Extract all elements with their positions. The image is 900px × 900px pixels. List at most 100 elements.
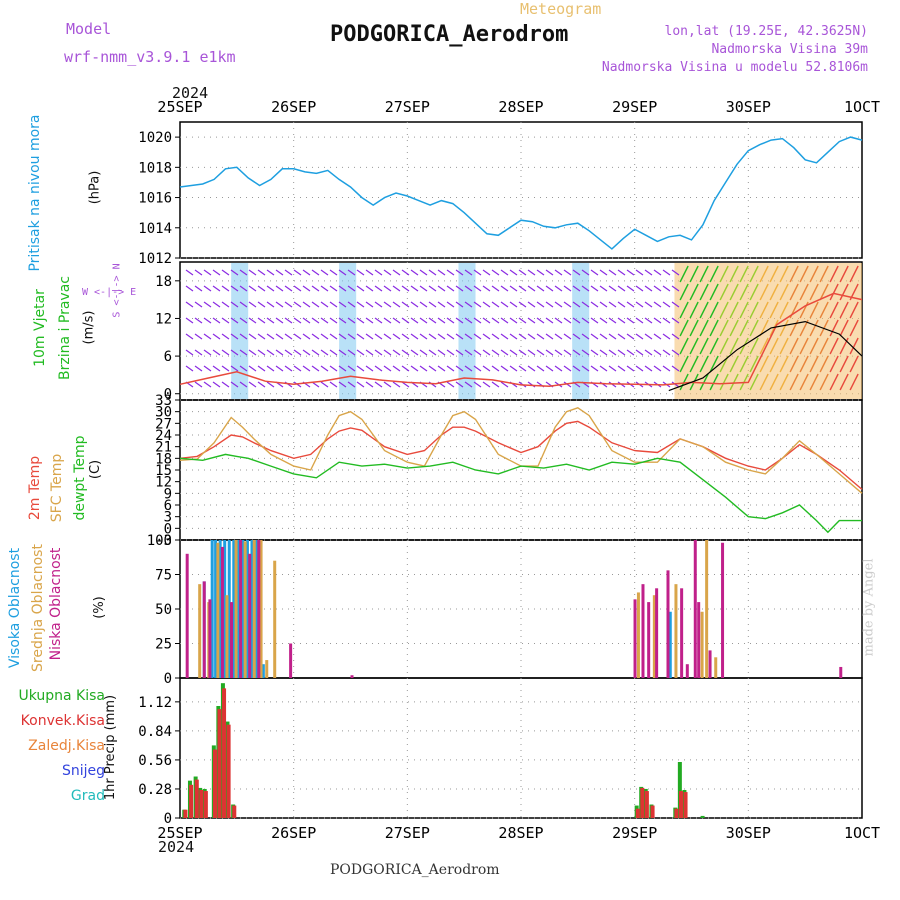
wind-arrow bbox=[626, 285, 635, 292]
wind-ylabel-sub: Brzina i Pravac bbox=[57, 276, 73, 380]
y-tick-label: 21 bbox=[155, 440, 172, 456]
wind-arrow-strong bbox=[849, 265, 859, 283]
wind-arrow bbox=[635, 317, 644, 324]
wind-arrow-strong bbox=[849, 373, 859, 391]
bar-precip_total bbox=[677, 762, 682, 818]
wind-arrow-strong bbox=[699, 319, 709, 337]
model-name: wrf-nmm_v3.9.1 e1km bbox=[64, 48, 236, 66]
wind-arrow bbox=[338, 317, 347, 324]
wind-arrow bbox=[446, 381, 455, 388]
wind-arrow bbox=[230, 349, 239, 356]
wind-arrow bbox=[500, 317, 509, 324]
wind-compass-ns: S <-|-> N bbox=[111, 263, 123, 318]
wind-arrow bbox=[311, 301, 320, 308]
wind-arrow-strong bbox=[839, 373, 849, 391]
wind-arrow bbox=[617, 285, 626, 292]
wind-arrow-strong bbox=[779, 337, 789, 355]
wind-arrow-strong bbox=[839, 319, 849, 337]
wind-arrow bbox=[491, 285, 500, 292]
wind-arrow bbox=[491, 333, 500, 340]
wind-arrow bbox=[212, 285, 221, 292]
wind-arrow bbox=[284, 333, 293, 340]
wind-arrow bbox=[554, 317, 563, 324]
wind-arrow bbox=[608, 301, 617, 308]
wind-arrow bbox=[608, 349, 617, 356]
wind-arrow-strong bbox=[709, 283, 719, 301]
wind-arrow-strong bbox=[709, 373, 719, 391]
wind-arrow bbox=[302, 269, 311, 276]
wind-arrow bbox=[410, 301, 419, 308]
wind-arrow bbox=[446, 269, 455, 276]
wind-arrow bbox=[365, 381, 374, 388]
wind-arrow bbox=[392, 333, 401, 340]
wind-arrow bbox=[446, 333, 455, 340]
wind-arrow bbox=[410, 365, 419, 372]
wind-arrow-strong bbox=[719, 373, 729, 391]
wind-arrow bbox=[347, 333, 356, 340]
y-tick-label: 50 bbox=[155, 602, 172, 618]
wind-arrow bbox=[320, 317, 329, 324]
wind-arrow bbox=[428, 333, 437, 340]
precip-unit: 1hr Precip (mm) bbox=[103, 694, 119, 801]
wind-arrow-strong bbox=[789, 373, 799, 391]
wind-arrow-strong bbox=[779, 301, 789, 319]
wind-arrow bbox=[671, 365, 680, 372]
wind-arrow bbox=[194, 333, 203, 340]
wind-arrow bbox=[338, 381, 347, 388]
wind-arrow-strong bbox=[809, 301, 819, 319]
wind-arrow bbox=[329, 269, 338, 276]
wind-arrow bbox=[545, 365, 554, 372]
bar-mid_cloud bbox=[234, 540, 238, 678]
bar-low_cloud bbox=[721, 542, 725, 678]
wind-arrow bbox=[572, 349, 581, 356]
wind-arrow bbox=[518, 333, 527, 340]
wind-arrow bbox=[185, 269, 194, 276]
wind-arrow bbox=[635, 333, 644, 340]
wind-arrow bbox=[374, 317, 383, 324]
wind-arrow bbox=[527, 349, 536, 356]
wind-arrow bbox=[338, 285, 347, 292]
panel-frame bbox=[179, 121, 863, 259]
legend-hail: Grad bbox=[70, 788, 105, 804]
y-tick-label: 25 bbox=[155, 637, 172, 653]
series-pressure bbox=[179, 136, 863, 250]
x-tick-label: 30SEP bbox=[726, 824, 771, 842]
wind-arrow bbox=[599, 301, 608, 308]
bar-mid_cloud bbox=[265, 660, 269, 678]
wind-arrow bbox=[482, 317, 491, 324]
wind-arrow bbox=[572, 269, 581, 276]
bar-low_cloud bbox=[697, 602, 701, 678]
wind-arrow bbox=[590, 301, 599, 308]
wind-arrow-strong bbox=[759, 355, 769, 373]
wind-arrow-strong bbox=[699, 301, 709, 319]
wind-arrow bbox=[428, 365, 437, 372]
wind-arrow bbox=[347, 285, 356, 292]
wind-arrow bbox=[662, 285, 671, 292]
wind-arrow bbox=[365, 365, 374, 372]
wind-arrow bbox=[572, 285, 581, 292]
wind-arrow bbox=[239, 365, 248, 372]
wind-arrow bbox=[509, 317, 518, 324]
wind-arrow bbox=[248, 333, 257, 340]
wind-arrow bbox=[482, 269, 491, 276]
wind-arrow bbox=[257, 285, 266, 292]
wind-arrow bbox=[581, 285, 590, 292]
wind-arrow bbox=[644, 349, 653, 356]
wind-arrow-strong bbox=[749, 373, 759, 391]
cloud-unit: (%) bbox=[91, 596, 107, 619]
wind-arrow bbox=[671, 333, 680, 340]
wind-arrow bbox=[635, 269, 644, 276]
wind-arrow bbox=[455, 349, 464, 356]
station-title: PODGORICA_Aerodrom bbox=[330, 22, 569, 47]
wind-arrow bbox=[356, 301, 365, 308]
x-tick-label: 25SEP bbox=[157, 98, 202, 116]
wind-arrow bbox=[275, 333, 284, 340]
wind-arrow-strong bbox=[729, 301, 739, 319]
wind-arrow bbox=[356, 317, 365, 324]
wind-arrow bbox=[302, 285, 311, 292]
x-tick-label: 28SEP bbox=[498, 98, 543, 116]
wind-arrow bbox=[383, 381, 392, 388]
wind-arrow bbox=[320, 349, 329, 356]
wind-arrow bbox=[437, 365, 446, 372]
